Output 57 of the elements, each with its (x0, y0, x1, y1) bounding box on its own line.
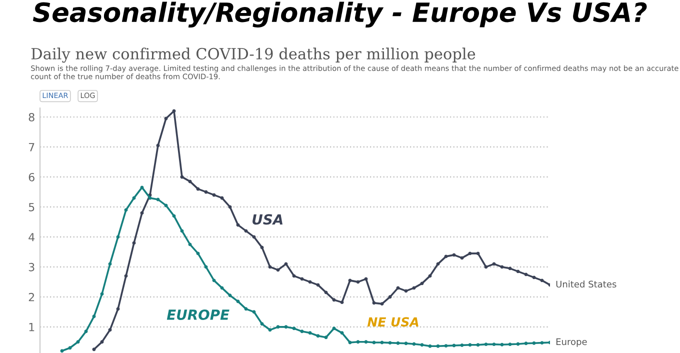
series-label: Europe (556, 338, 587, 347)
y-tick-label: 4 (28, 233, 35, 242)
point (412, 286, 416, 290)
series-label: United States (556, 280, 616, 288)
point (436, 262, 440, 266)
point (316, 283, 320, 287)
point (116, 307, 120, 311)
point (508, 266, 512, 270)
point (380, 302, 384, 306)
point (540, 278, 544, 282)
point (404, 289, 408, 293)
point (532, 276, 536, 280)
point (268, 265, 272, 269)
point (260, 246, 264, 250)
point (516, 270, 520, 274)
chart-title: Seasonality/Regionality - Europe Vs USA? (32, 2, 647, 28)
point (372, 301, 376, 305)
annotation: NE USA (367, 317, 418, 327)
point (452, 253, 456, 257)
point (340, 300, 344, 304)
annotation: EUROPE (166, 309, 230, 320)
y-tick-label: 2 (28, 292, 34, 302)
point (476, 252, 480, 256)
point (500, 265, 504, 269)
point (492, 262, 496, 266)
y-tick-label: 1 (29, 323, 34, 332)
point (348, 278, 352, 282)
chart-subtitle: Daily new confirmed COVID-19 deaths per million people (31, 48, 476, 63)
point (356, 280, 360, 284)
point (388, 295, 392, 299)
point (364, 277, 368, 281)
point (284, 262, 288, 266)
point (292, 274, 296, 278)
point (460, 256, 464, 260)
y-tick-label: 8 (28, 112, 34, 122)
point (308, 280, 312, 284)
point (524, 272, 528, 276)
point (276, 268, 280, 272)
point (468, 252, 472, 256)
y-tick-label: 3 (28, 262, 34, 272)
point (444, 254, 448, 258)
y-tick-label: 5 (28, 203, 34, 212)
point (396, 286, 400, 290)
y-tick-label: 6 (28, 172, 34, 182)
point (300, 277, 304, 281)
point (332, 298, 336, 302)
point (324, 290, 328, 294)
line-series (92, 109, 550, 352)
point (420, 282, 424, 286)
annotation: USA (252, 214, 282, 225)
point (484, 265, 488, 269)
point (100, 340, 104, 344)
point (108, 328, 112, 332)
y-tick-label: 7 (28, 143, 34, 152)
point (428, 274, 432, 278)
point (92, 348, 96, 352)
point (124, 274, 128, 278)
